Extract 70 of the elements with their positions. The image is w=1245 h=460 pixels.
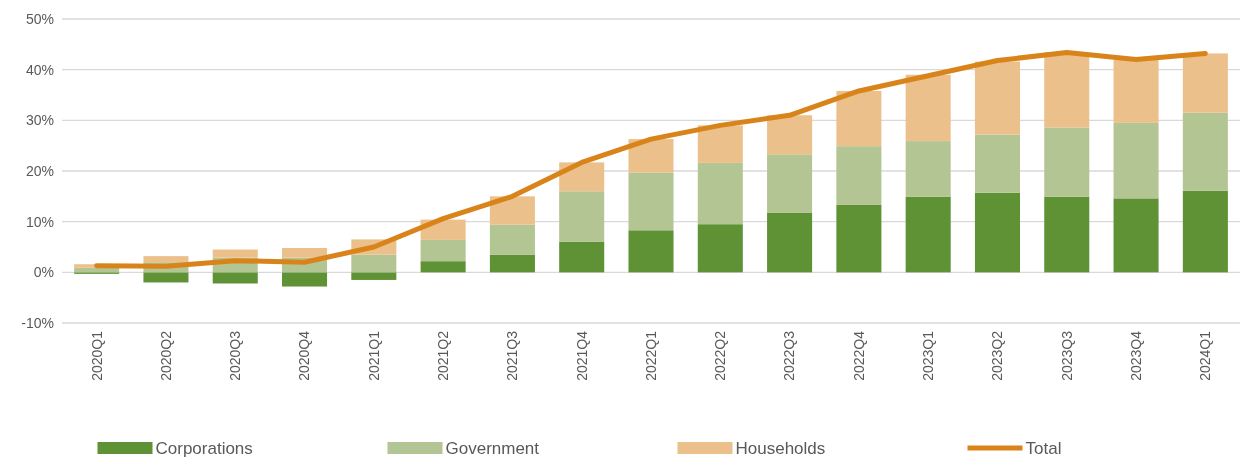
x-tick-label: 2021Q2 — [435, 330, 452, 381]
bar — [143, 256, 189, 263]
bar — [489, 196, 535, 225]
x-tick-label: 2022Q3 — [781, 330, 798, 381]
y-tick-label: 0% — [33, 264, 54, 281]
bar — [836, 204, 882, 273]
x-tick-label: 2022Q1 — [642, 330, 659, 381]
x-tick-label: 2020Q1 — [88, 330, 105, 381]
x-tick-label: 2021Q3 — [504, 330, 521, 381]
bar — [282, 272, 328, 287]
x-tick-label: 2023Q4 — [1127, 330, 1144, 381]
bar — [351, 254, 397, 273]
bar — [836, 146, 882, 205]
bar — [1044, 196, 1090, 273]
bar — [767, 115, 813, 155]
y-tick-label: 20% — [25, 162, 54, 179]
y-tick-label: 30% — [25, 112, 54, 129]
bar — [559, 191, 605, 242]
x-tick-label: 2023Q1 — [920, 330, 937, 381]
x-tick-label: 2023Q3 — [1058, 330, 1075, 381]
bar — [836, 90, 882, 147]
bar — [905, 74, 951, 142]
legend-label: Households — [735, 438, 826, 458]
bar — [489, 224, 535, 255]
bar — [1113, 59, 1159, 123]
x-tick-label: 2024Q1 — [1197, 330, 1214, 381]
legend-label: Corporations — [155, 438, 253, 458]
bar — [420, 261, 466, 273]
bar — [1113, 198, 1159, 273]
bar — [351, 272, 397, 280]
bar — [767, 212, 813, 273]
bar — [628, 139, 674, 173]
bar — [489, 254, 535, 273]
bar — [905, 196, 951, 273]
x-tick-label: 2021Q4 — [573, 330, 590, 381]
bar — [767, 154, 813, 213]
bar — [974, 192, 1020, 273]
legend-label: Total — [1025, 438, 1062, 458]
bar — [212, 249, 258, 258]
x-tick-label: 2021Q1 — [365, 330, 382, 381]
bar — [1182, 190, 1228, 273]
x-tick-label: 2020Q2 — [157, 330, 174, 381]
y-tick-label: 40% — [25, 61, 54, 78]
x-tick-label: 2020Q4 — [296, 330, 313, 381]
bar — [697, 125, 743, 163]
bar — [1182, 53, 1228, 113]
y-tick-label: -10% — [21, 314, 54, 331]
bar — [1182, 112, 1228, 191]
bar — [1044, 127, 1090, 197]
bar — [559, 241, 605, 273]
bar — [974, 61, 1020, 135]
bar — [282, 248, 328, 258]
x-tick-label: 2022Q2 — [712, 330, 729, 381]
bar — [697, 224, 743, 273]
bar — [1113, 122, 1159, 199]
y-tick-label: 10% — [25, 213, 54, 230]
y-tick-label: 50% — [25, 10, 54, 27]
bar — [212, 272, 258, 284]
x-tick-label: 2022Q4 — [850, 330, 867, 381]
bar — [1044, 52, 1090, 128]
bar — [697, 162, 743, 225]
bar — [143, 272, 189, 283]
x-tick-label: 2023Q2 — [989, 330, 1006, 381]
bar — [420, 239, 466, 262]
x-tick-label: 2020Q3 — [227, 330, 244, 381]
bar — [974, 134, 1020, 193]
bar — [905, 141, 951, 197]
bar — [628, 230, 674, 273]
bar — [628, 172, 674, 231]
legend-label: Government — [445, 438, 540, 458]
